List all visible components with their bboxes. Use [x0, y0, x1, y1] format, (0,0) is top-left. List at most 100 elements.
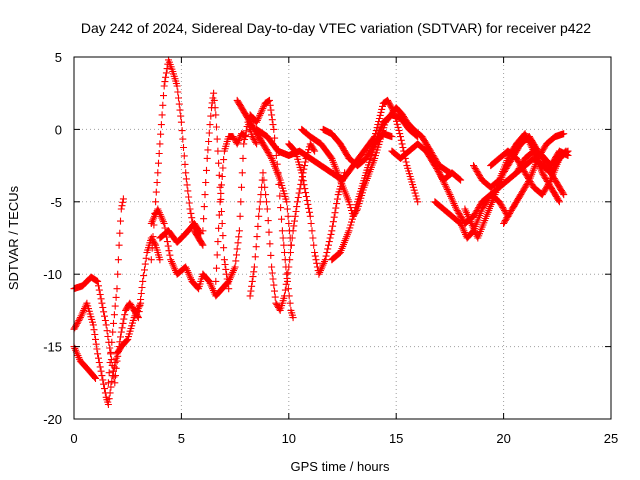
data-point — [235, 137, 243, 144]
data-point — [308, 143, 316, 151]
data-point — [219, 164, 227, 172]
data-point — [560, 130, 568, 138]
data-point — [267, 106, 275, 114]
data-point — [311, 147, 319, 155]
data-point — [215, 159, 223, 167]
data-point — [284, 212, 292, 220]
data-point — [261, 183, 269, 191]
data-point — [220, 244, 228, 252]
data-point — [206, 121, 214, 129]
data-point — [409, 183, 417, 191]
data-point — [266, 240, 274, 248]
plot-frame — [73, 56, 612, 420]
data-point — [321, 256, 329, 264]
data-point — [455, 175, 463, 183]
data-point — [301, 158, 309, 166]
data-point — [92, 335, 99, 343]
data-point — [270, 281, 278, 289]
data-point — [102, 321, 110, 329]
data-point — [101, 385, 108, 393]
data-point — [95, 286, 103, 294]
data-point — [453, 207, 461, 214]
data-point — [517, 162, 525, 170]
data-point — [271, 134, 279, 142]
data-point — [433, 165, 441, 172]
data-point — [75, 317, 83, 324]
data-point — [259, 169, 267, 177]
data-point — [474, 169, 482, 177]
data-point — [73, 319, 81, 327]
data-point — [183, 181, 191, 189]
data-point — [212, 277, 220, 285]
data-point — [271, 293, 279, 301]
data-point — [216, 198, 224, 206]
data-point — [501, 217, 509, 225]
data-point — [437, 172, 445, 180]
y-tick-label: -20 — [43, 412, 62, 427]
data-point — [268, 263, 276, 271]
data-point — [519, 157, 527, 165]
data-point — [109, 372, 117, 380]
data-point — [255, 113, 263, 121]
data-point — [497, 201, 505, 209]
data-point — [443, 186, 451, 193]
data-point — [222, 265, 230, 273]
axis-ticks: 0 5 10 15 20 25 -20 -15 -10 -5 0 5 — [43, 50, 618, 446]
data-point — [299, 177, 307, 185]
data-point — [542, 185, 550, 193]
data-point — [501, 208, 509, 216]
data-point — [186, 205, 194, 213]
data-point — [333, 195, 341, 203]
data-point — [519, 186, 527, 194]
data-point — [443, 184, 451, 192]
data-point — [332, 204, 340, 212]
data-point — [495, 198, 503, 206]
data-point — [159, 101, 167, 109]
y-tick-label: -10 — [43, 267, 62, 282]
data-point — [289, 314, 297, 322]
data-point — [379, 102, 386, 110]
data-point — [543, 182, 551, 190]
data-point — [141, 266, 148, 274]
data-point — [164, 242, 172, 250]
x-tick-label: 15 — [389, 431, 403, 446]
data-point — [263, 147, 271, 155]
data-point — [281, 292, 288, 300]
data-point — [256, 198, 264, 206]
data-point — [395, 127, 403, 134]
data-point — [438, 174, 446, 182]
data-point — [92, 340, 100, 348]
data-point — [265, 97, 273, 105]
data-point — [410, 186, 418, 194]
data-point — [93, 345, 101, 353]
data-point — [137, 299, 145, 307]
data-point — [325, 238, 333, 246]
data-point — [240, 140, 248, 148]
data-point — [540, 172, 548, 180]
data-point — [325, 241, 332, 249]
data-point — [308, 227, 316, 235]
data-point — [476, 173, 484, 181]
data-point — [110, 363, 118, 371]
data-point — [114, 270, 122, 278]
data-point — [500, 205, 508, 213]
data-point — [521, 169, 529, 177]
data-point — [175, 94, 182, 102]
data-point — [377, 108, 385, 116]
data-point — [326, 234, 334, 242]
data-point — [111, 379, 119, 387]
series-track-z — [435, 169, 512, 227]
data-point — [180, 144, 187, 151]
data-point — [398, 140, 406, 148]
data-point — [285, 263, 293, 271]
data-point — [441, 181, 449, 188]
data-point — [204, 146, 212, 154]
data-point — [290, 146, 298, 154]
data-point — [520, 185, 528, 193]
data-point — [301, 162, 309, 170]
data-point — [156, 256, 164, 264]
data-point — [100, 380, 108, 388]
data-point — [458, 214, 465, 222]
data-point — [196, 228, 204, 236]
data-point — [94, 277, 102, 285]
